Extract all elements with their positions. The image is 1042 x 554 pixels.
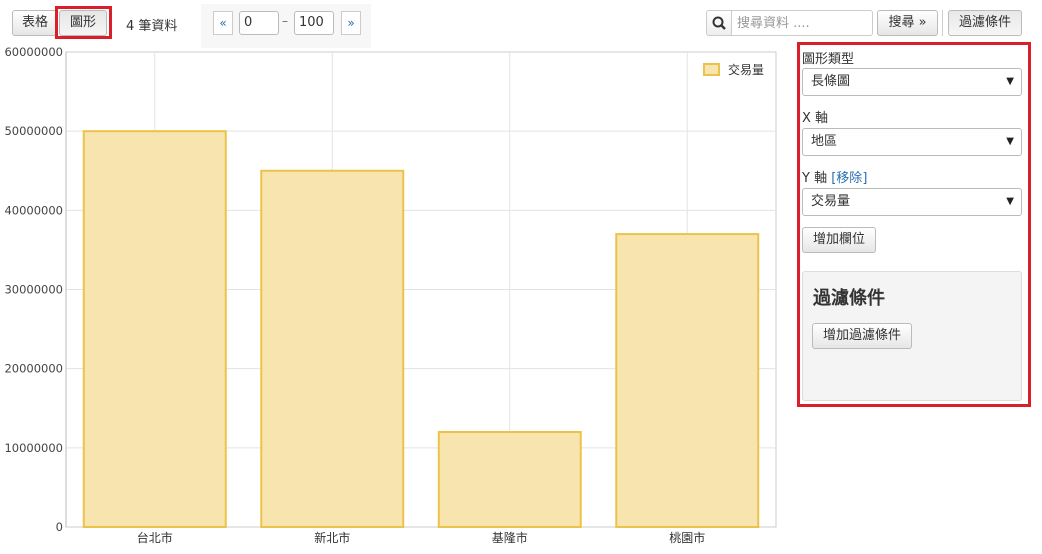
y-axis-remove-link[interactable]: 移除 <box>836 171 863 186</box>
bar <box>82 130 227 529</box>
x-tick-label: 桃園市 <box>669 530 705 545</box>
bar-chart: 0 10000000 20000000 30000000 40000000 5000000… <box>4 45 777 545</box>
filter-panel: 過濾條件 增加過濾條件 <box>802 271 1022 401</box>
x-axis-label: X 軸 <box>802 111 829 126</box>
filter-toggle-button[interactable]: 過濾條件 <box>948 10 1022 36</box>
y-axis-select[interactable]: 交易量 ▼ <box>802 188 1022 216</box>
y-tick-label: 40000000 <box>4 203 63 217</box>
y-tick-label: 60000000 <box>4 45 63 59</box>
add-field-button[interactable]: 增加欄位 <box>802 227 876 253</box>
chevron-down-icon: ▼ <box>1006 136 1014 147</box>
table-view-button[interactable]: 表格 <box>12 10 58 36</box>
bar <box>437 431 582 528</box>
pager-from-input[interactable]: 0 <box>239 11 279 35</box>
sidebar-highlight <box>797 42 1031 407</box>
chevron-down-icon: ▼ <box>1006 76 1014 87</box>
bar <box>260 169 405 528</box>
chart-type-label: 圖形類型 <box>802 52 855 67</box>
search-button[interactable]: 搜尋 » <box>877 10 938 36</box>
chart-type-value: 長條圖 <box>811 74 851 89</box>
chart-type-select[interactable]: 長條圖 ▼ <box>802 68 1022 96</box>
legend-label: 交易量 <box>728 62 764 77</box>
y-axis-remove-bracket-close: ] <box>862 171 868 186</box>
chart-view-button[interactable]: 圖形 <box>59 10 107 36</box>
pager-separator: – <box>282 14 288 28</box>
y-tick-label: 0 <box>56 520 63 534</box>
x-tick-label: 台北市 <box>137 530 173 545</box>
y-axis-label: Y 軸 <box>802 171 828 186</box>
add-filter-button[interactable]: 增加過濾條件 <box>812 323 912 349</box>
y-axis-remove-bracket-open: [ <box>831 171 837 186</box>
pager-prev-button[interactable]: « <box>213 11 233 35</box>
y-tick-label: 20000000 <box>4 362 63 376</box>
y-tick-label: 50000000 <box>4 124 63 138</box>
y-axis-label-row: Y 軸 [移除] <box>802 167 867 186</box>
x-tick-label: 新北市 <box>314 530 350 545</box>
x-axis-value: 地區 <box>811 134 838 149</box>
x-tick-label: 基隆市 <box>492 530 528 545</box>
bar <box>615 233 760 528</box>
pager-next-button[interactable]: » <box>341 11 361 35</box>
pager-to-input[interactable]: 100 <box>294 11 334 35</box>
x-axis-select[interactable]: 地區 ▼ <box>802 128 1022 156</box>
y-tick-label: 30000000 <box>4 283 63 297</box>
y-tick-label: 10000000 <box>4 441 63 455</box>
legend-swatch <box>703 63 720 76</box>
filter-panel-title: 過濾條件 <box>813 288 885 309</box>
y-axis-value: 交易量 <box>811 194 851 209</box>
chart-view-highlight <box>55 6 112 39</box>
record-count: 4 筆資料 <box>126 19 178 34</box>
chevron-down-icon: ▼ <box>1006 196 1014 207</box>
search-input[interactable] <box>731 10 873 36</box>
